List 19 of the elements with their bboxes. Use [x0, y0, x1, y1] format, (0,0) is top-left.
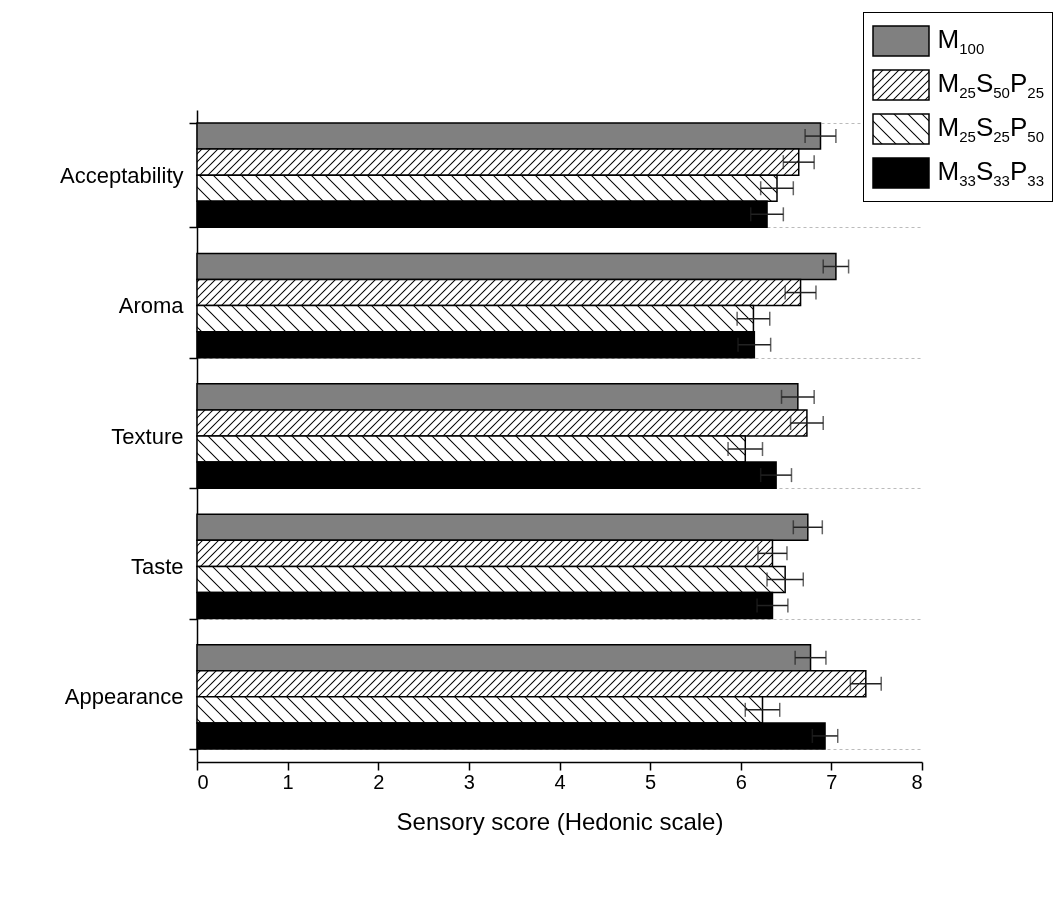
legend-label: M$_{100}$ — [937, 24, 985, 58]
x-axis-title: Sensory score (Hedonic scale) — [396, 807, 724, 835]
y-tick-label: Aroma — [118, 293, 185, 319]
y-tick-label: Appearance — [64, 684, 184, 710]
x-tick-label: 1 — [282, 770, 294, 793]
legend-label: M$_{33}$S$_{33}$P$_{33}$ — [937, 156, 1044, 190]
legend-label: M$_{25}$S$_{25}$P$_{50}$ — [937, 112, 1044, 146]
x-tick-label: 8 — [911, 770, 923, 793]
y-tick-label: Texture — [111, 423, 184, 449]
x-tick-label: 7 — [826, 770, 838, 793]
legend-label: M$_{25}$S$_{50}$P$_{25}$ — [937, 68, 1044, 102]
x-tick-label: 3 — [463, 770, 475, 793]
x-tick-label: 0 — [197, 770, 209, 793]
x-tick-label: 2 — [373, 770, 385, 793]
x-tick-label: 5 — [645, 770, 657, 793]
y-tick-label: Acceptability — [59, 162, 184, 188]
x-tick-label: 4 — [554, 770, 566, 793]
y-tick-label: Taste — [130, 553, 184, 579]
x-tick-label: 6 — [735, 770, 747, 793]
